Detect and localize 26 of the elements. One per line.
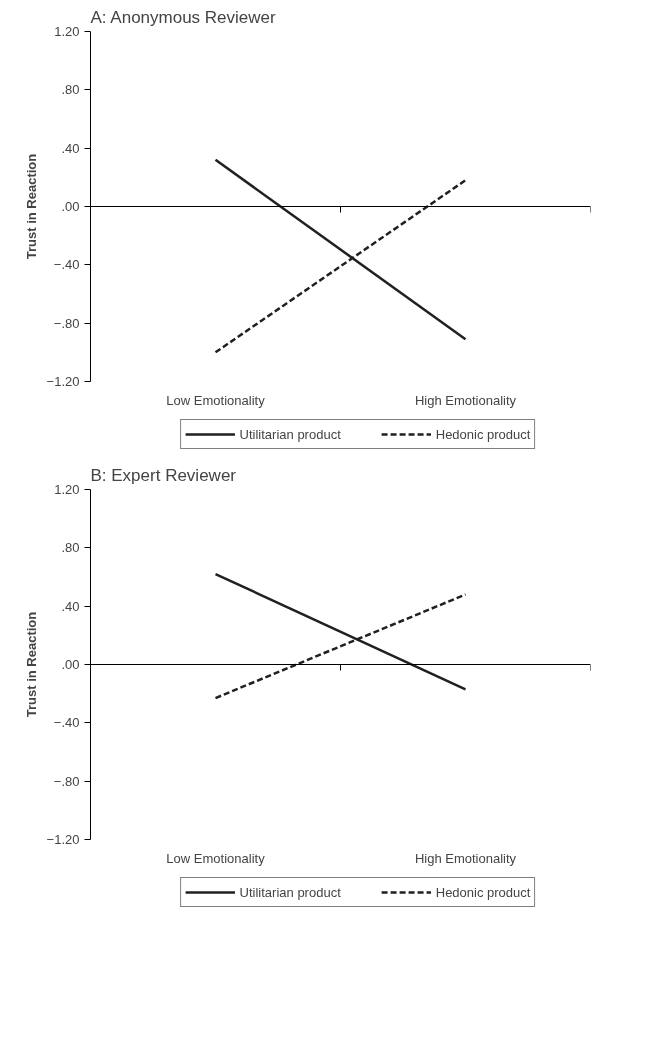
legend-label: Utilitarian product xyxy=(239,426,341,442)
y-tick-label: .80 xyxy=(61,82,80,98)
y-tick-label: −.80 xyxy=(53,315,80,331)
y-tick-label: −.80 xyxy=(53,773,80,789)
y-tick-label: −1.20 xyxy=(46,374,80,389)
y-tick-label: −.40 xyxy=(53,715,80,731)
chart-title: A: Anonymous Reviewer xyxy=(90,7,277,27)
y-tick-label: .80 xyxy=(61,540,80,556)
x-tick-label: Low Emotionality xyxy=(166,392,266,408)
y-tick-label: 1.20 xyxy=(54,24,80,39)
chart-title: B: Expert Reviewer xyxy=(90,465,237,485)
y-tick-label: .00 xyxy=(61,199,80,214)
x-tick-label: High Emotionality xyxy=(414,850,517,866)
x-tick-label: Low Emotionality xyxy=(166,850,266,866)
y-tick-label: −1.20 xyxy=(46,832,80,847)
y-axis-title: Trust in Reaction xyxy=(23,153,39,260)
y-axis-title: Trust in Reaction xyxy=(23,611,39,718)
legend-label: Utilitarian product xyxy=(239,884,341,900)
y-tick-label: .40 xyxy=(61,140,80,156)
y-tick-label: .00 xyxy=(61,657,80,672)
y-tick-label: −.40 xyxy=(53,257,80,273)
legend-label: Hedonic product xyxy=(435,426,531,442)
x-tick-label: High Emotionality xyxy=(414,392,517,408)
y-tick-label: .40 xyxy=(61,598,80,614)
y-tick-label: 1.20 xyxy=(54,482,80,497)
legend-label: Hedonic product xyxy=(435,884,531,900)
